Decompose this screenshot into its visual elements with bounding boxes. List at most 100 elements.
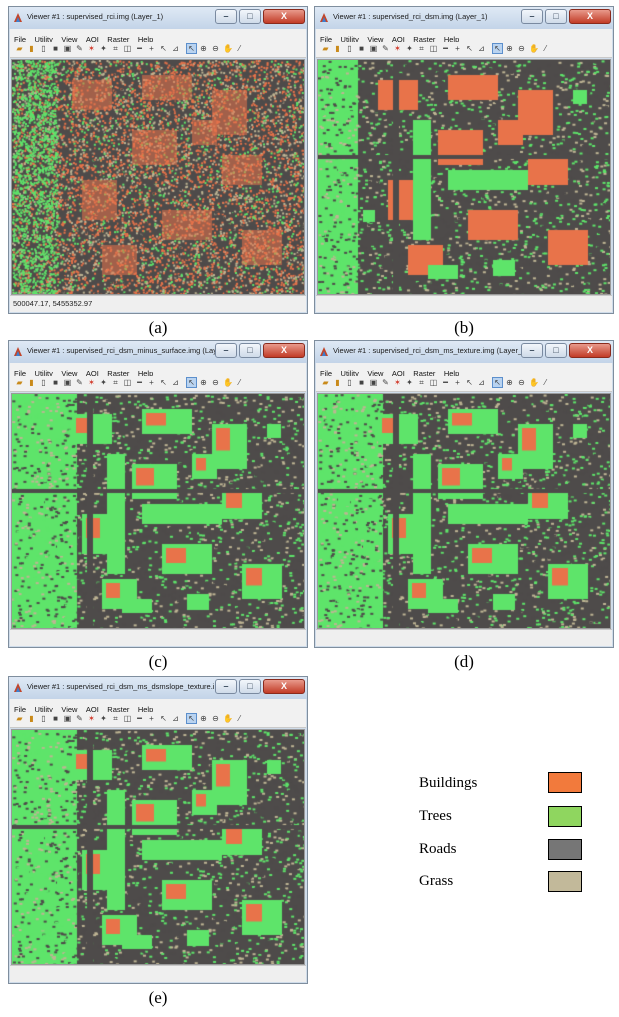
pan-hand-icon[interactable]: ✋	[223, 714, 233, 723]
open-raster-icon[interactable]: ▮	[29, 44, 34, 53]
profile-icon[interactable]: ⊿	[172, 378, 179, 387]
crosshair-icon[interactable]: +	[455, 378, 460, 387]
title-bar[interactable]: Viewer #1 : supervised_rci_dsm_ms_dsmslo…	[9, 677, 307, 699]
maximize-button[interactable]: □	[545, 9, 567, 24]
menu-raster[interactable]: Raster	[107, 705, 130, 714]
inquire-icon[interactable]: ⁄	[544, 44, 547, 53]
measure-icon[interactable]: ✦	[406, 44, 413, 53]
menu-view[interactable]: View	[367, 369, 384, 378]
select-pointer-icon[interactable]: ↖	[492, 377, 503, 388]
open-folder-icon[interactable]: ▰	[322, 44, 329, 53]
open-raster-icon[interactable]: ▮	[335, 378, 340, 387]
title-bar[interactable]: Viewer #1 : supervised_rci_dsm.img (Laye…	[315, 7, 613, 29]
profile-icon[interactable]: ⊿	[478, 378, 485, 387]
menu-utility[interactable]: Utility	[340, 35, 359, 44]
save-icon[interactable]: ■	[359, 44, 364, 53]
zoom-out-icon[interactable]: ⊖	[518, 44, 525, 53]
rotate-icon[interactable]: ✶	[88, 378, 95, 387]
fit-icon[interactable]: ◫	[123, 714, 132, 723]
maximize-button[interactable]: □	[239, 343, 261, 358]
menu-aoi[interactable]: AOI	[391, 35, 405, 44]
minimize-button[interactable]: –	[521, 343, 543, 358]
scale-bar-icon[interactable]: ━	[443, 44, 448, 53]
crosshair-icon[interactable]: +	[149, 378, 154, 387]
classified-map-view[interactable]	[11, 59, 305, 295]
select-pointer-icon[interactable]: ↖	[186, 43, 197, 54]
scale-bar-icon[interactable]: ━	[443, 378, 448, 387]
print-icon[interactable]: ▣	[369, 44, 378, 53]
zoom-in-icon[interactable]: ⊕	[506, 44, 513, 53]
menu-file[interactable]: File	[14, 705, 27, 714]
viewer-window-c[interactable]: Viewer #1 : supervised_rci_dsm_minus_sur…	[8, 340, 308, 648]
zoom-in-icon[interactable]: ⊕	[200, 378, 207, 387]
menu-file[interactable]: File	[320, 35, 333, 44]
open-folder-icon[interactable]: ▰	[16, 378, 23, 387]
save-icon[interactable]: ■	[359, 378, 364, 387]
scale-bar-icon[interactable]: ━	[137, 714, 142, 723]
zoom-in-icon[interactable]: ⊕	[200, 714, 207, 723]
properties-icon[interactable]: ✎	[382, 378, 389, 387]
fit-icon[interactable]: ◫	[429, 44, 438, 53]
menu-utility[interactable]: Utility	[340, 369, 359, 378]
open-folder-icon[interactable]: ▰	[16, 44, 23, 53]
grid-icon[interactable]: ⌗	[419, 44, 424, 53]
title-bar[interactable]: Viewer #1 : supervised_rci_dsm_ms_textur…	[315, 341, 613, 363]
arrow-icon[interactable]: ↖	[160, 378, 167, 387]
viewer-window-d[interactable]: Viewer #1 : supervised_rci_dsm_ms_textur…	[314, 340, 614, 648]
clear-icon[interactable]: ▯	[347, 44, 352, 53]
viewer-window-e[interactable]: Viewer #1 : supervised_rci_dsm_ms_dsmslo…	[8, 676, 308, 984]
menu-utility[interactable]: Utility	[34, 369, 53, 378]
inquire-icon[interactable]: ⁄	[238, 378, 241, 387]
scale-bar-icon[interactable]: ━	[137, 378, 142, 387]
menu-aoi[interactable]: AOI	[85, 705, 99, 714]
pan-hand-icon[interactable]: ✋	[223, 378, 233, 387]
profile-icon[interactable]: ⊿	[172, 714, 179, 723]
minimize-button[interactable]: –	[215, 343, 237, 358]
grid-icon[interactable]: ⌗	[113, 44, 118, 53]
menu-view[interactable]: View	[367, 35, 384, 44]
crosshair-icon[interactable]: +	[455, 44, 460, 53]
clear-icon[interactable]: ▯	[41, 378, 46, 387]
clear-icon[interactable]: ▯	[41, 44, 46, 53]
fit-icon[interactable]: ◫	[123, 378, 132, 387]
menu-view[interactable]: View	[61, 369, 78, 378]
close-button[interactable]: X	[569, 9, 611, 24]
menu-utility[interactable]: Utility	[34, 705, 53, 714]
zoom-out-icon[interactable]: ⊖	[212, 714, 219, 723]
save-icon[interactable]: ■	[53, 44, 58, 53]
menu-raster[interactable]: Raster	[107, 35, 130, 44]
minimize-button[interactable]: –	[521, 9, 543, 24]
menu-help[interactable]: Help	[443, 369, 460, 378]
select-pointer-icon[interactable]: ↖	[186, 713, 197, 724]
clear-icon[interactable]: ▯	[347, 378, 352, 387]
print-icon[interactable]: ▣	[63, 44, 72, 53]
menu-help[interactable]: Help	[137, 705, 154, 714]
open-folder-icon[interactable]: ▰	[322, 378, 329, 387]
properties-icon[interactable]: ✎	[76, 378, 83, 387]
classified-map-view[interactable]	[11, 729, 305, 965]
classified-map-view[interactable]	[317, 393, 611, 629]
select-pointer-icon[interactable]: ↖	[492, 43, 503, 54]
menu-aoi[interactable]: AOI	[85, 35, 99, 44]
zoom-in-icon[interactable]: ⊕	[506, 378, 513, 387]
classified-map-view[interactable]	[11, 393, 305, 629]
open-raster-icon[interactable]: ▮	[335, 44, 340, 53]
print-icon[interactable]: ▣	[369, 378, 378, 387]
maximize-button[interactable]: □	[239, 9, 261, 24]
profile-icon[interactable]: ⊿	[478, 44, 485, 53]
measure-icon[interactable]: ✦	[100, 378, 107, 387]
crosshair-icon[interactable]: +	[149, 44, 154, 53]
rotate-icon[interactable]: ✶	[88, 714, 95, 723]
arrow-icon[interactable]: ↖	[466, 44, 473, 53]
zoom-out-icon[interactable]: ⊖	[518, 378, 525, 387]
zoom-out-icon[interactable]: ⊖	[212, 378, 219, 387]
menu-raster[interactable]: Raster	[107, 369, 130, 378]
pan-hand-icon[interactable]: ✋	[529, 378, 539, 387]
arrow-icon[interactable]: ↖	[466, 378, 473, 387]
minimize-button[interactable]: –	[215, 9, 237, 24]
inquire-icon[interactable]: ⁄	[238, 714, 241, 723]
arrow-icon[interactable]: ↖	[160, 714, 167, 723]
menu-view[interactable]: View	[61, 35, 78, 44]
grid-icon[interactable]: ⌗	[113, 378, 118, 387]
open-raster-icon[interactable]: ▮	[29, 378, 34, 387]
